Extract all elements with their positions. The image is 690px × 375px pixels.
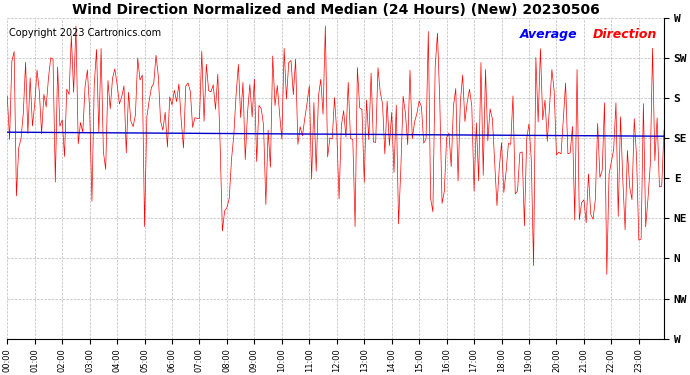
Text: Copyright 2023 Cartronics.com: Copyright 2023 Cartronics.com (8, 28, 161, 38)
Title: Wind Direction Normalized and Median (24 Hours) (New) 20230506: Wind Direction Normalized and Median (24… (72, 3, 600, 17)
Text: Average: Average (520, 28, 582, 40)
Text: Direction: Direction (593, 28, 658, 40)
